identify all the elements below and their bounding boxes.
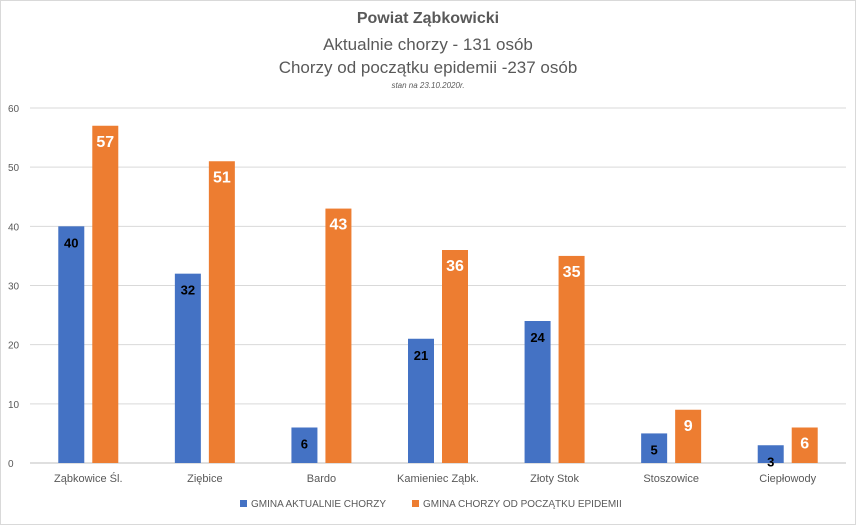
- y-tick-label: 20: [8, 341, 20, 352]
- x-tick-label: Ziębice: [187, 473, 222, 485]
- bar-current: [58, 226, 85, 463]
- data-label: 36: [446, 258, 464, 275]
- data-label: 6: [301, 437, 308, 452]
- data-label: 32: [181, 283, 195, 298]
- data-label: 9: [684, 418, 693, 435]
- data-label: 3: [767, 454, 774, 469]
- bar-current: [757, 445, 784, 463]
- y-tick-label: 40: [8, 222, 20, 233]
- bar-current: [408, 338, 434, 463]
- x-tick-label: Stoszowice: [643, 473, 699, 485]
- chart-subtitle-current: Aktualnie chorzy - 131 osób: [323, 35, 533, 54]
- y-tick-label: 60: [8, 104, 20, 115]
- y-tick-label: 0: [8, 459, 14, 470]
- bar-current: [291, 427, 318, 463]
- bar-total: [325, 208, 352, 463]
- legend-label: GMINA CHORZY OD POCZĄTKU EPIDEMII: [423, 499, 622, 510]
- legend-swatch-current: [240, 500, 247, 507]
- bar-total: [791, 427, 818, 463]
- bar-current: [524, 321, 551, 463]
- x-tick-label: Bardo: [307, 473, 336, 485]
- data-label: 43: [330, 217, 348, 234]
- bar-total: [92, 125, 119, 463]
- x-tick-label: Ciepłowody: [759, 473, 816, 485]
- data-label: 24: [530, 330, 545, 345]
- data-label: 5: [651, 442, 658, 457]
- bar-total: [208, 161, 235, 463]
- bar-total: [675, 409, 702, 463]
- bar-total: [558, 255, 585, 463]
- chart-title: Powiat Ząbkowicki: [356, 10, 500, 27]
- y-tick-label: 30: [8, 282, 20, 293]
- data-label: 51: [213, 169, 231, 186]
- date-note: stan na 23.10.2020r.: [391, 81, 465, 90]
- bar-current: [174, 273, 201, 463]
- bar-current: [641, 433, 668, 463]
- chart-subtitle-total: Chorzy od początku epidemii -237 osób: [278, 58, 578, 77]
- y-tick-label: 50: [8, 163, 20, 174]
- legend-swatch-total: [412, 500, 419, 507]
- legend-label: GMINA AKTUALNIE CHORZY: [251, 499, 386, 510]
- data-label: 6: [800, 436, 809, 453]
- x-tick-label: Ząbkowice Śl.: [54, 472, 122, 485]
- y-tick-label: 10: [8, 400, 20, 411]
- x-tick-label: Kamieniec Ząbk.: [397, 473, 479, 485]
- data-label: 57: [96, 134, 114, 151]
- bar-total: [442, 250, 468, 463]
- data-label: 40: [64, 235, 78, 250]
- x-tick-label: Złoty Stok: [530, 473, 579, 485]
- data-label: 35: [563, 264, 581, 281]
- data-label: 21: [414, 348, 428, 363]
